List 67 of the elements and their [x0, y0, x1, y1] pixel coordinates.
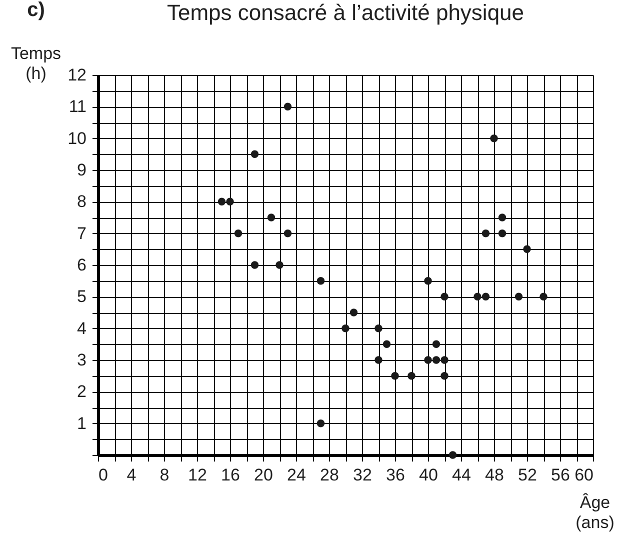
point: [498, 214, 506, 222]
y-tick-label: 2: [77, 382, 86, 402]
point: [424, 276, 432, 285]
y-tick-label: 3: [77, 350, 86, 370]
point: [440, 372, 448, 380]
point: [350, 308, 358, 316]
point: [267, 214, 276, 222]
point: [234, 229, 242, 238]
point: [316, 276, 325, 285]
point: [250, 261, 259, 269]
x-tick-label: 4: [126, 466, 136, 484]
point: [284, 102, 292, 111]
point: [432, 356, 440, 364]
x-tick-label: 32: [353, 466, 372, 484]
point: [482, 229, 490, 238]
x-tick-label: 44: [452, 466, 471, 484]
point: [490, 134, 498, 142]
x-tick-label: 60: [574, 466, 594, 484]
y-tick-label: 7: [77, 224, 86, 243]
point: [498, 229, 506, 238]
x-tick-label: 8: [160, 466, 170, 484]
x-tick-label: 12: [188, 466, 207, 484]
x-tick-label: 36: [386, 466, 405, 484]
x-tick-label: 48: [485, 466, 504, 484]
point: [408, 372, 416, 380]
point: [474, 292, 482, 301]
y-tick-label: 6: [77, 256, 86, 274]
y-tick-label: 4: [77, 318, 86, 338]
y-tick-label: 1: [77, 414, 86, 433]
x-tick-label: 28: [320, 466, 339, 484]
point: [342, 324, 350, 332]
y-tick-label: 5: [77, 287, 86, 306]
y-tick-label: 8: [77, 192, 86, 212]
point: [440, 356, 448, 364]
y-axis-title: Temps (h): [10, 44, 62, 83]
point: [523, 245, 531, 254]
point: [374, 324, 382, 332]
x-tick-label: 40: [419, 466, 438, 484]
x-tick-label: 20: [254, 466, 273, 484]
y-tick-label: 12: [68, 66, 86, 84]
point: [432, 340, 440, 348]
point: [218, 198, 226, 206]
x-tick-label: 56: [551, 466, 570, 484]
point: [440, 292, 448, 301]
x-axis-title: Âge (ans): [576, 493, 614, 532]
x-tick-label: 52: [518, 466, 537, 484]
point: [250, 150, 259, 158]
point: [374, 356, 382, 364]
point: [514, 292, 523, 301]
point: [226, 198, 234, 206]
x-tick-label: 24: [287, 466, 306, 484]
point: [382, 340, 391, 348]
point: [276, 261, 284, 269]
point: [391, 372, 399, 380]
point: [424, 356, 432, 364]
point: [284, 229, 292, 238]
x-tick-label: 16: [221, 466, 240, 484]
chart-title: Temps consacré à l’activité physique: [166, 0, 524, 25]
y-tick-label: 10: [68, 128, 86, 148]
point: [540, 292, 548, 301]
x-tick-label: 0: [98, 466, 108, 484]
y-tick-label: 11: [68, 97, 86, 116]
point: [448, 451, 457, 459]
y-tick-label: 9: [77, 160, 86, 180]
point: [482, 292, 490, 301]
text: c): [27, 0, 45, 21]
point: [316, 419, 325, 428]
